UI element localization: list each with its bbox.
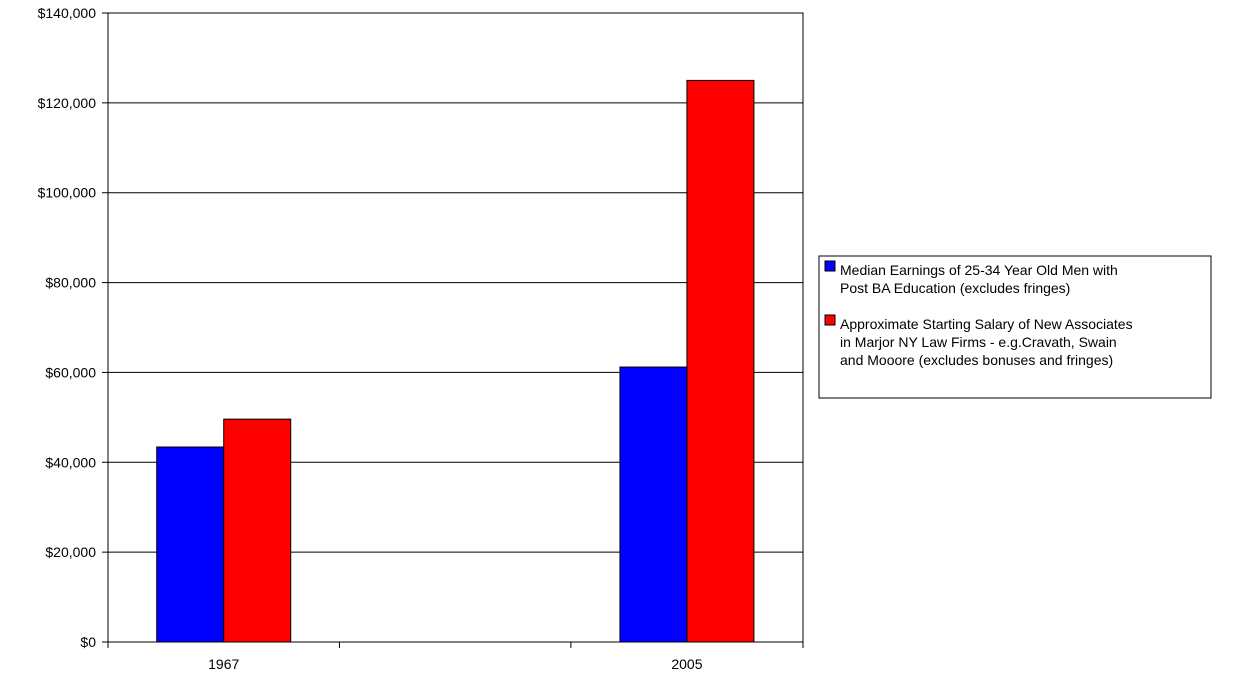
y-tick-label: $20,000	[45, 544, 96, 560]
y-tick-label: $100,000	[38, 185, 97, 201]
bar-1967-series-1	[156, 446, 225, 643]
axes	[102, 12, 804, 648]
legend-label: in Marjor NY Law Firms - e.g.Cravath, Sw…	[840, 334, 1117, 350]
bar-2005-series-2	[686, 79, 755, 643]
bar-1967-series-2	[223, 418, 292, 643]
x-tick-labels: 1967 2005	[208, 656, 703, 672]
legend-label: Median Earnings of 25-34 Year Old Men wi…	[840, 262, 1118, 278]
y-tick-label: $0	[80, 634, 96, 650]
legend-label: and Mooore (excludes bonuses and fringes…	[840, 352, 1113, 368]
y-tick-labels: $0 $20,000 $40,000 $60,000 $80,000 $100,000 $1…	[38, 5, 97, 650]
y-tick-label: $80,000	[45, 275, 96, 291]
legend-label: Approximate Starting Salary of New Assoc…	[840, 316, 1133, 332]
y-tick-label: $60,000	[45, 364, 96, 380]
legend-swatch	[824, 260, 836, 272]
x-tick-label: 2005	[671, 656, 702, 672]
legend: Median Earnings of 25-34 Year Old Men wi…	[818, 255, 1212, 399]
bars	[156, 79, 755, 643]
plot-area-border	[107, 12, 804, 643]
y-tick-label: $140,000	[38, 5, 97, 21]
legend-box	[818, 255, 1212, 399]
bar-2005-series-1	[619, 366, 688, 643]
y-tick-label: $40,000	[45, 454, 96, 470]
legend-label: Post BA Education (excludes fringes)	[840, 280, 1070, 296]
y-tick-label: $120,000	[38, 95, 97, 111]
legend-swatch	[824, 314, 836, 326]
x-tick-label: 1967	[208, 656, 239, 672]
